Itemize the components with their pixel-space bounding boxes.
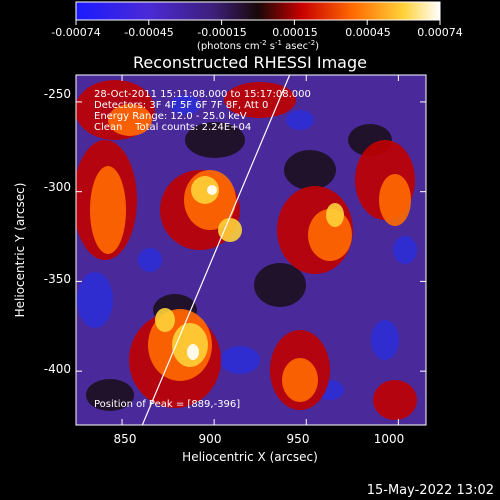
colorbar-tick-label-4: 0.00045	[345, 26, 391, 39]
footer-timestamp: 15-May-2022 13:02	[367, 483, 494, 498]
y-tick-label-1: -300	[44, 180, 71, 194]
info-energy-range: Energy Range: 12.0 - 25.0 keV	[94, 111, 247, 122]
colorbar-ticks	[75, 20, 441, 25]
heatmap-blob	[155, 308, 175, 332]
colorbar-tick-label-2: -0.00015	[197, 26, 246, 39]
heatmap-blob	[77, 272, 113, 328]
heatmap-blob	[191, 176, 219, 204]
heatmap-blob	[379, 174, 411, 226]
colorbar-frame	[75, 1, 441, 21]
info-peak-position: Position of Peak = [889,-396]	[94, 399, 240, 410]
heatmap-blob	[185, 122, 245, 158]
heatmap-blob	[218, 218, 242, 242]
y-tick-label-3: -400	[44, 362, 71, 376]
x-tick-label-1: 900	[199, 432, 222, 446]
heatmap-blob	[90, 166, 126, 254]
solar-limb-line	[141, 75, 291, 425]
y-tick-label-0: -250	[44, 87, 71, 101]
heatmap-blob	[86, 379, 134, 411]
heatmap-blob	[284, 150, 336, 190]
heatmap-blob	[187, 344, 199, 360]
heatmap-blob	[108, 104, 152, 136]
plot-frame	[75, 74, 427, 426]
x-axis-label: Heliocentric X (arcsec)	[182, 450, 318, 464]
x-tick-label-2: 950	[287, 432, 310, 446]
heatmap-blob	[373, 380, 417, 420]
heatmap-blob	[393, 236, 417, 264]
colorbar	[76, 2, 440, 20]
heatmap-blob	[220, 346, 260, 374]
info-detectors: Detectors: 3F 4F 5F 6F 7F 8F, Att 0	[94, 100, 268, 111]
heatmap-blob	[326, 203, 344, 227]
heatmap-blob	[224, 82, 296, 118]
axis-ticks	[76, 75, 426, 425]
colorbar-tick-label-1: -0.00045	[124, 26, 173, 39]
heatmap-blob	[207, 185, 217, 195]
info-time-range: 28-Oct-2011 15:11:08.000 to 15:17:08.000	[94, 89, 311, 100]
x-tick-label-0: 850	[114, 432, 137, 446]
heatmap-blob	[138, 248, 162, 272]
heatmap-blob	[286, 110, 314, 130]
heatmap-blob	[172, 323, 208, 367]
x-tick-label-3: 1000	[374, 432, 405, 446]
heatmap-blob	[371, 320, 399, 360]
heatmap-blob	[282, 358, 318, 402]
colorbar-tick-label-0: -0.00074	[51, 26, 100, 39]
heatmap-blob	[254, 263, 306, 307]
chart-title: Reconstructed RHESSI Image	[133, 53, 367, 72]
y-axis-label: Heliocentric Y (arcsec)	[13, 183, 27, 318]
colorbar-tick-label-5: 0.00074	[417, 26, 463, 39]
heatmap-blob	[170, 95, 200, 115]
heatmap-image	[76, 75, 426, 425]
colorbar-tick-label-3: 0.00015	[272, 26, 318, 39]
info-method-counts: Clean Total counts: 2.24E+04	[94, 122, 251, 133]
colorbar-units: (photons cm-2 s-1 asec-2)	[197, 39, 319, 52]
y-tick-label-2: -350	[44, 272, 71, 286]
